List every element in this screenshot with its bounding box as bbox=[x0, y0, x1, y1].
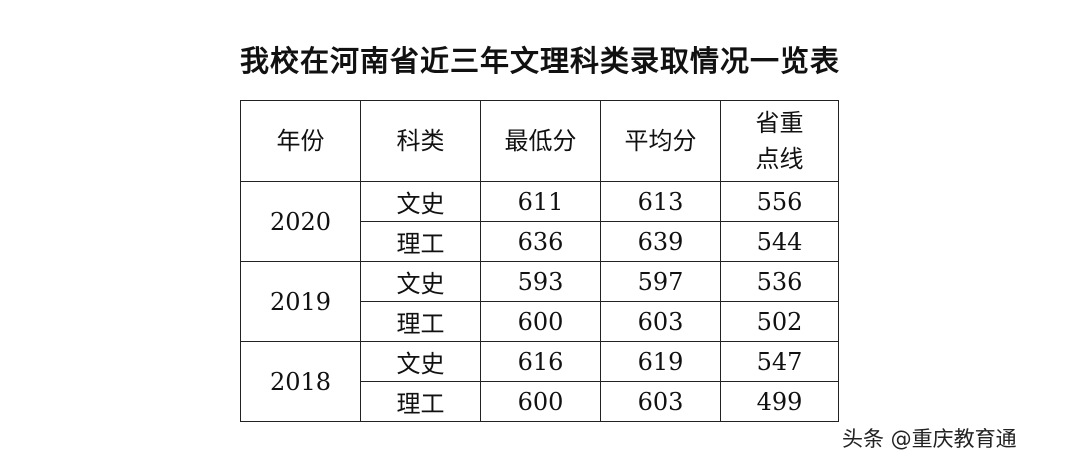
avg-score-cell: 597 bbox=[600, 261, 721, 302]
table-row: 理工 600 603 499 bbox=[241, 381, 839, 422]
header-row: 年份 科类 最低分 平均分 省重点线 bbox=[240, 100, 839, 182]
key-line-cell: 547 bbox=[720, 341, 839, 382]
year-cell: 2019 bbox=[240, 261, 361, 342]
min-score-cell: 593 bbox=[480, 261, 601, 302]
watermark: 头条 @重庆教育通 bbox=[842, 427, 1017, 451]
header-category: 科类 bbox=[360, 100, 481, 182]
category-cell: 文史 bbox=[360, 181, 481, 222]
key-line-cell: 499 bbox=[720, 381, 839, 422]
min-score-cell: 611 bbox=[480, 181, 601, 222]
header-avg: 平均分 bbox=[600, 100, 721, 182]
admission-table: 年份 科类 最低分 平均分 省重 点线 2020 文史 611 613 556 理工 636 6… bbox=[240, 100, 839, 422]
header-key-line-1: 省重 bbox=[755, 109, 804, 137]
min-score-cell: 600 bbox=[480, 381, 601, 422]
key-line-cell: 556 bbox=[720, 181, 839, 222]
year-cell: 2020 bbox=[240, 181, 361, 262]
category-cell: 理工 bbox=[360, 301, 481, 342]
category-cell: 文史 bbox=[360, 341, 481, 382]
category-cell: 文史 bbox=[360, 261, 481, 302]
key-line-cell: 536 bbox=[720, 261, 839, 302]
table-row: 2018 文史 616 619 547 bbox=[240, 341, 839, 422]
avg-score-cell: 639 bbox=[600, 221, 721, 262]
category-cell: 理工 bbox=[360, 381, 481, 422]
avg-score-cell: 619 bbox=[600, 341, 721, 382]
table-row: 2020 文史 611 613 556 bbox=[240, 181, 839, 262]
header-min: 最低分 bbox=[480, 100, 601, 182]
header-key-line-2: 点线 bbox=[755, 145, 804, 173]
avg-score-cell: 603 bbox=[600, 301, 721, 342]
min-score-cell: 616 bbox=[480, 341, 601, 382]
table-title: 我校在河南省近三年文理科类录取情况一览表 bbox=[239, 44, 840, 78]
min-score-cell: 600 bbox=[480, 301, 601, 342]
avg-score-cell: 603 bbox=[600, 381, 721, 422]
header-year: 年份 bbox=[240, 100, 361, 182]
year-cell: 2018 bbox=[240, 341, 361, 422]
category-cell: 理工 bbox=[360, 221, 481, 262]
min-score-cell: 636 bbox=[480, 221, 601, 262]
key-line-cell: 502 bbox=[720, 301, 839, 342]
table-row: 2019 文史 593 597 536 bbox=[240, 261, 839, 342]
key-line-cell: 544 bbox=[720, 221, 839, 262]
header-key-line: 省重 点线 bbox=[720, 100, 839, 182]
avg-score-cell: 613 bbox=[600, 181, 721, 222]
